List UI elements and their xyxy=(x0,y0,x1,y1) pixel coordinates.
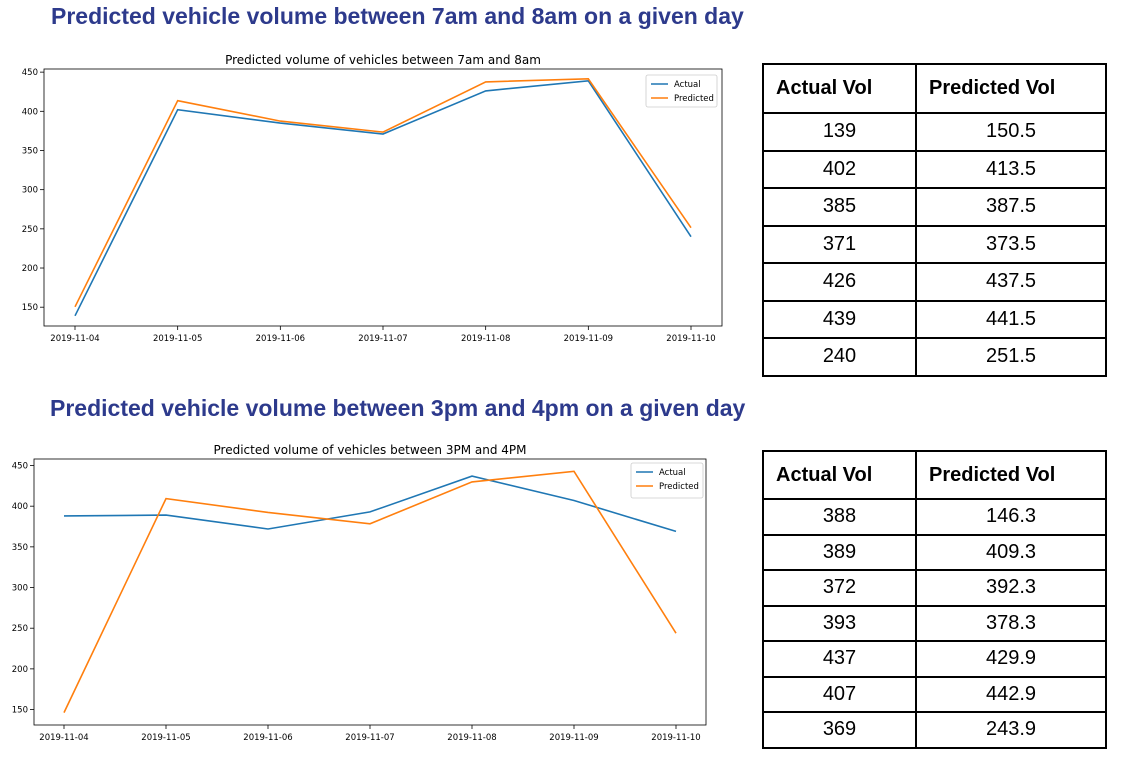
legend-box xyxy=(645,74,718,108)
x-tick-label: 2019-11-06 xyxy=(243,733,292,743)
series-line-predicted xyxy=(63,470,677,713)
y-tick-label: 200 xyxy=(12,665,28,675)
table-header-row: Actual Vol Predicted Vol xyxy=(762,450,1107,500)
y-tick-label: 250 xyxy=(12,624,28,634)
predicted-vol-cell: 442.9 xyxy=(915,675,1107,713)
y-tick-label: 150 xyxy=(12,706,28,716)
y-tick-label: 400 xyxy=(22,107,38,117)
predicted-vol-cell: 146.3 xyxy=(915,498,1107,536)
actual-vol-cell: 426 xyxy=(762,262,917,302)
predicted-vol-cell: 373.5 xyxy=(915,224,1107,264)
x-tick-label: 2019-11-07 xyxy=(345,733,394,743)
x-tick-label: 2019-11-10 xyxy=(666,334,715,344)
y-tick-label: 250 xyxy=(22,225,38,235)
plot-frame xyxy=(33,458,707,726)
table-row: 139 150.5 xyxy=(762,112,1107,152)
table-row: 393 378.3 xyxy=(762,604,1107,642)
y-tick-label: 450 xyxy=(22,68,38,78)
x-tick-label: 2019-11-07 xyxy=(358,334,407,344)
legend-label-actual: Actual xyxy=(674,80,701,90)
table-row: 369 243.9 xyxy=(762,711,1107,749)
column-header-actual: Actual Vol xyxy=(762,63,917,114)
predicted-vol-cell: 392.3 xyxy=(915,569,1107,607)
x-tick-label: 2019-11-10 xyxy=(651,733,700,743)
actual-vol-cell: 388 xyxy=(762,498,917,536)
actual-vol-cell: 372 xyxy=(762,569,917,607)
x-tick-label: 2019-11-05 xyxy=(141,733,190,743)
x-tick-label: 2019-11-04 xyxy=(39,733,88,743)
predicted-vol-cell: 413.5 xyxy=(915,149,1107,189)
x-tick-label: 2019-11-09 xyxy=(564,334,613,344)
section-heading-morning: Predicted vehicle volume between 7am and… xyxy=(51,3,744,29)
column-header-predicted: Predicted Vol xyxy=(915,450,1107,500)
y-tick-label: 350 xyxy=(12,543,28,553)
x-tick-label: 2019-11-08 xyxy=(461,334,510,344)
actual-vol-cell: 437 xyxy=(762,640,917,678)
actual-vol-cell: 389 xyxy=(762,533,917,571)
predicted-vol-cell: 378.3 xyxy=(915,604,1107,642)
table-row: 437 429.9 xyxy=(762,640,1107,678)
y-tick-label: 200 xyxy=(22,264,38,274)
table-row: 439 441.5 xyxy=(762,299,1107,339)
y-tick-label: 300 xyxy=(12,584,28,594)
table-row: 426 437.5 xyxy=(762,262,1107,302)
actual-vol-cell: 439 xyxy=(762,299,917,339)
x-tick-label: 2019-11-05 xyxy=(153,334,202,344)
predicted-vol-cell: 441.5 xyxy=(915,299,1107,339)
table-header-row: Actual Vol Predicted Vol xyxy=(762,63,1107,114)
legend-label-predicted: Predicted xyxy=(674,94,714,104)
series-line-actual xyxy=(63,475,677,533)
volume-table-afternoon: Actual Vol Predicted Vol 388 146.3 389 409.… xyxy=(762,450,1107,749)
actual-vol-cell: 371 xyxy=(762,224,917,264)
chart-title: Predicted volume of vehicles between 3PM… xyxy=(214,443,527,457)
table-row: 402 413.5 xyxy=(762,149,1107,189)
chart-title: Predicted volume of vehicles between 7am… xyxy=(225,53,541,67)
actual-vol-cell: 407 xyxy=(762,675,917,713)
legend-label-actual: Actual xyxy=(659,468,686,478)
actual-vol-cell: 240 xyxy=(762,337,917,377)
predicted-vol-cell: 150.5 xyxy=(915,112,1107,152)
volume-table-morning: Actual Vol Predicted Vol 139 150.5 402 413.… xyxy=(762,63,1107,377)
actual-vol-cell: 369 xyxy=(762,711,917,749)
predicted-vol-cell: 437.5 xyxy=(915,262,1107,302)
predicted-vol-cell: 409.3 xyxy=(915,533,1107,571)
plot-frame xyxy=(43,68,723,327)
actual-vol-cell: 385 xyxy=(762,187,917,227)
y-tick-label: 150 xyxy=(22,303,38,313)
x-tick-label: 2019-11-08 xyxy=(447,733,496,743)
table-row: 371 373.5 xyxy=(762,224,1107,264)
table-row: 385 387.5 xyxy=(762,187,1107,227)
column-header-predicted: Predicted Vol xyxy=(915,63,1107,114)
table-row: 389 409.3 xyxy=(762,533,1107,571)
table-row: 240 251.5 xyxy=(762,337,1107,377)
y-tick-label: 350 xyxy=(22,146,38,156)
y-tick-label: 450 xyxy=(12,462,28,472)
predicted-vol-cell: 243.9 xyxy=(915,711,1107,749)
actual-vol-cell: 393 xyxy=(762,604,917,642)
x-tick-label: 2019-11-09 xyxy=(549,733,598,743)
predicted-vol-cell: 251.5 xyxy=(915,337,1107,377)
predicted-vol-cell: 429.9 xyxy=(915,640,1107,678)
table-row: 388 146.3 xyxy=(762,498,1107,536)
line-chart-afternoon: Predicted volume of vehicles between 3PM… xyxy=(12,443,707,743)
x-tick-label: 2019-11-04 xyxy=(50,334,99,344)
actual-vol-cell: 139 xyxy=(762,112,917,152)
series-line-predicted xyxy=(74,77,692,308)
table-row: 407 442.9 xyxy=(762,675,1107,713)
x-tick-label: 2019-11-06 xyxy=(256,334,305,344)
series-line-actual xyxy=(74,79,692,317)
legend-label-predicted: Predicted xyxy=(659,482,699,492)
predicted-vol-cell: 387.5 xyxy=(915,187,1107,227)
column-header-actual: Actual Vol xyxy=(762,450,917,500)
section-heading-afternoon: Predicted vehicle volume between 3pm and… xyxy=(50,395,746,421)
y-tick-label: 300 xyxy=(22,186,38,196)
actual-vol-cell: 402 xyxy=(762,149,917,189)
line-chart-morning: Predicted volume of vehicles between 7am… xyxy=(22,53,723,344)
y-tick-label: 400 xyxy=(12,502,28,512)
table-row: 372 392.3 xyxy=(762,569,1107,607)
